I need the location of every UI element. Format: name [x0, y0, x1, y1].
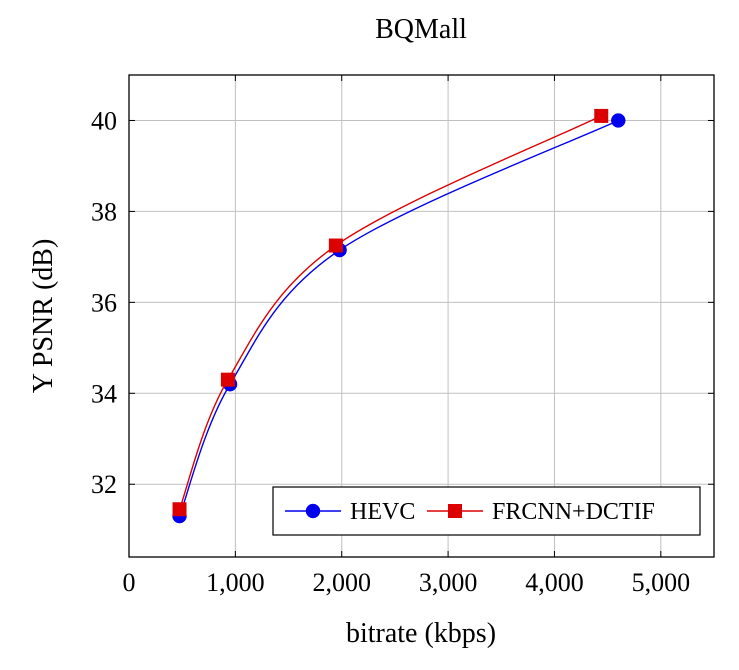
x-tick-label: 5,000: [632, 568, 691, 597]
series-frcnn-dctif: [172, 108, 609, 517]
chart-title: BQMall: [375, 14, 467, 45]
x-tick-label: 1,000: [206, 568, 265, 597]
y-tick-label: 32: [91, 470, 117, 499]
legend-label: FRCNN+DCTIF: [492, 499, 655, 525]
y-tick-label: 40: [91, 106, 117, 135]
legend-entry: HEVC: [285, 499, 415, 525]
plot-frame: [128, 74, 715, 558]
x-axis-title: bitrate (kbps): [346, 618, 496, 649]
grid: [129, 75, 714, 557]
x-tick-label: 3,000: [419, 568, 478, 597]
legend-entry: FRCNN+DCTIF: [427, 499, 655, 525]
legend-marker: [448, 504, 462, 518]
y-tick-label: 38: [91, 197, 117, 226]
x-tick-label: 0: [123, 568, 136, 597]
y-tick-label: 36: [91, 288, 117, 317]
y-axis-title: Y PSNR (dB): [28, 239, 59, 394]
legend-label: HEVC: [350, 499, 415, 525]
y-tick-label: 34: [91, 379, 117, 408]
data-point-square: [328, 238, 343, 253]
legend-marker: [305, 503, 321, 519]
legend-box: [272, 486, 701, 536]
data-point-square: [172, 502, 187, 517]
series-line: [178, 115, 602, 510]
data-point-square: [220, 372, 235, 387]
series-line: [178, 119, 619, 517]
ticks: 0 1,000 2,000 3,000 4,000 5,000 32 34 36 38 40: [91, 75, 714, 597]
series-layer: [172, 108, 626, 524]
x-tick-label: 2,000: [312, 568, 371, 597]
legend: HEVC FRCNN+DCTIF: [272, 486, 701, 536]
x-tick-label: 4,000: [525, 568, 584, 597]
data-point-square: [594, 108, 609, 123]
data-point-circle: [611, 113, 626, 128]
series-hevc: [172, 113, 626, 524]
